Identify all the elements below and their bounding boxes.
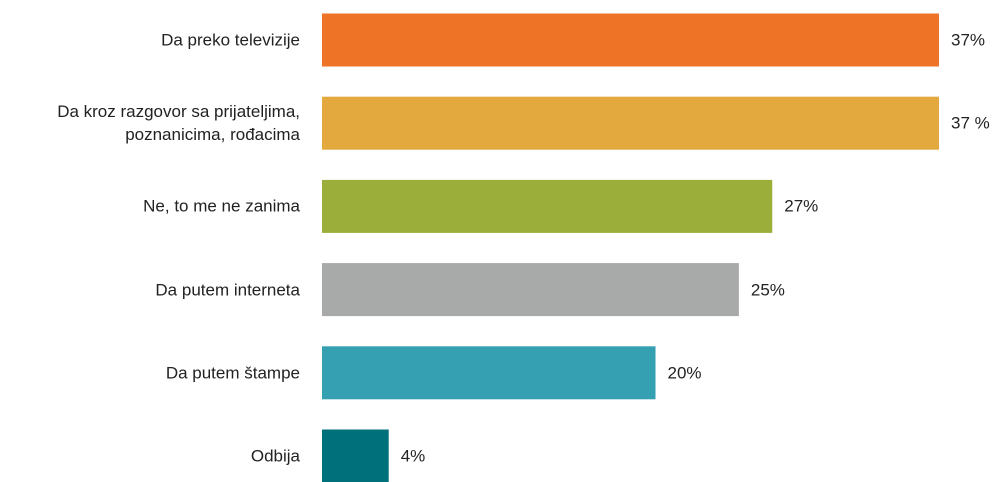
bar: [322, 96, 939, 150]
bar: [322, 346, 656, 400]
value-label: 27%: [784, 196, 819, 216]
value-label: 25%: [750, 280, 785, 300]
category-label: Da kroz razgovor sa prijateljima, poznan…: [57, 102, 300, 145]
value-label: 4%: [400, 446, 426, 466]
category-label: Da putem štampe: [165, 363, 300, 383]
category-label: Da preko televizije: [161, 30, 300, 50]
category-label: Ne, to me ne zanima: [143, 196, 300, 216]
value-label: 37%: [951, 30, 986, 50]
value-label: 37 %: [951, 113, 990, 133]
bar: [322, 263, 739, 317]
category-label: Odbija: [250, 446, 300, 466]
bar: [322, 13, 939, 67]
value-label: 20%: [667, 363, 702, 383]
category-label: Da putem interneta: [155, 280, 300, 300]
bar: [322, 429, 389, 482]
bar: [322, 179, 773, 233]
